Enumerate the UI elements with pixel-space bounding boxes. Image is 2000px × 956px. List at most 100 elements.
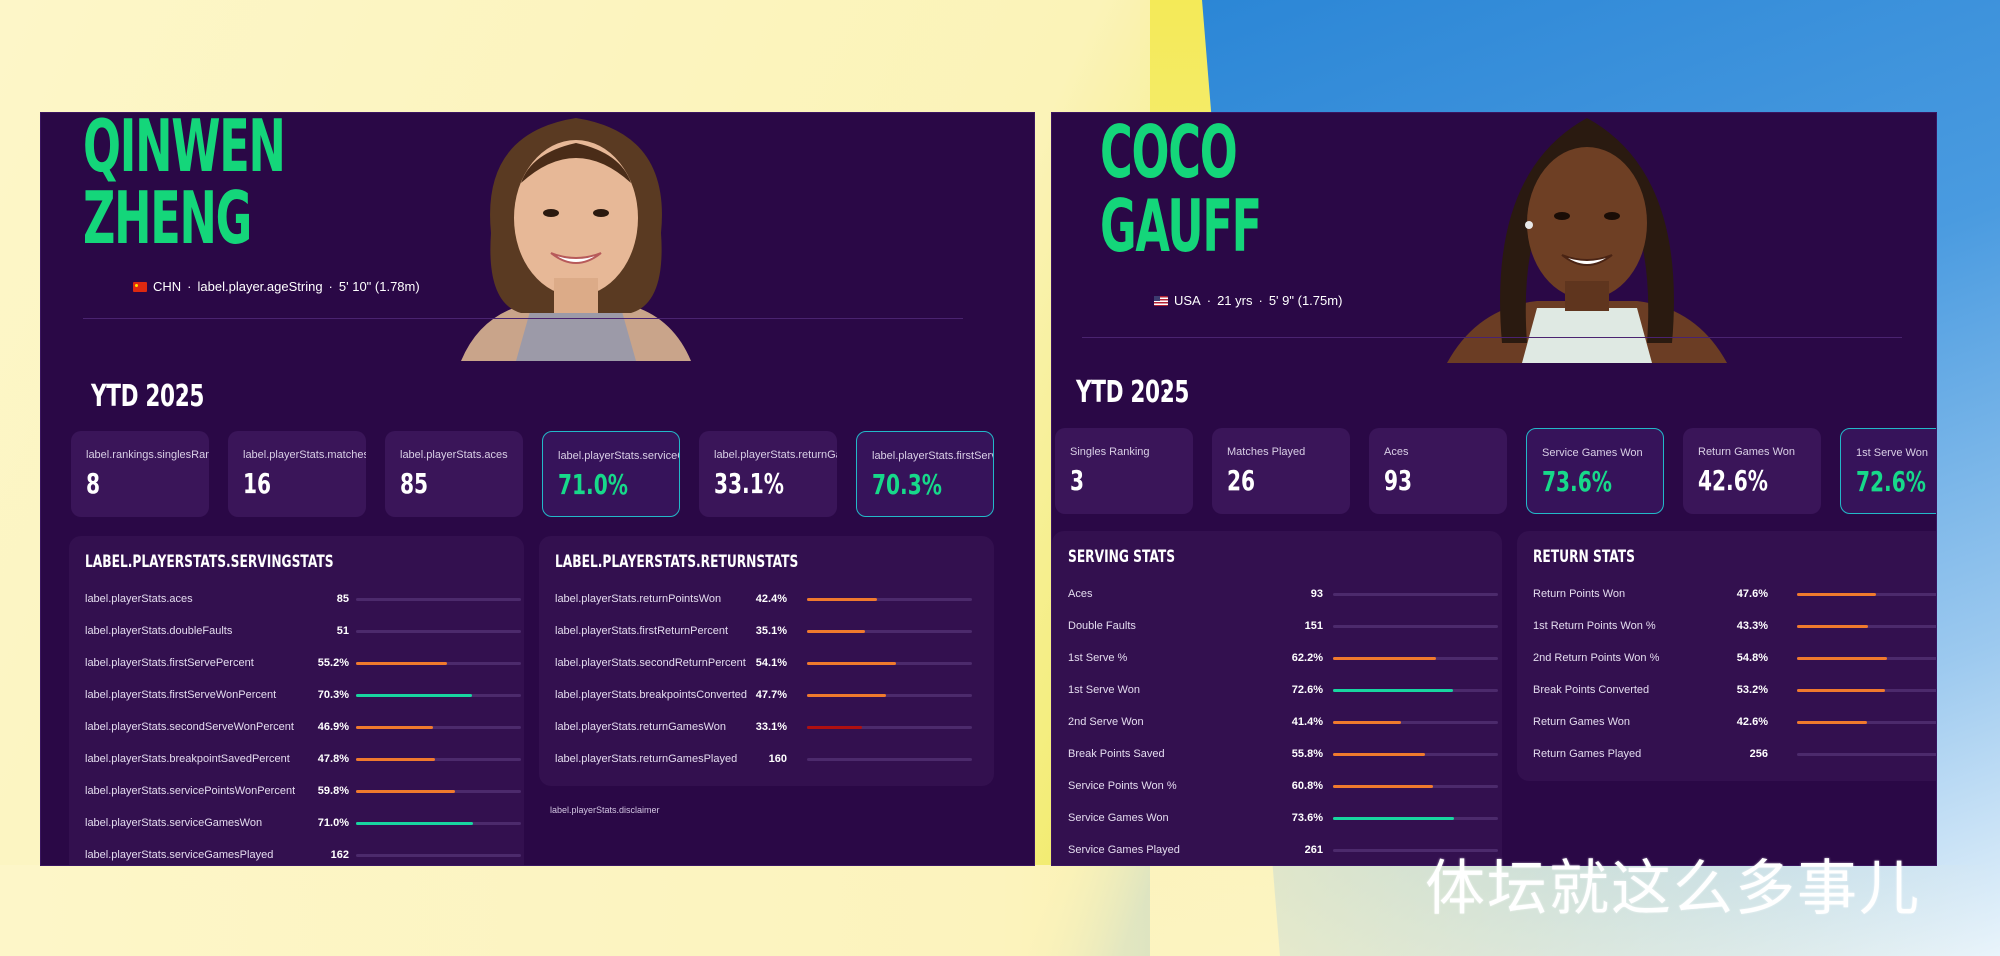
stat-card-label: Return Games Won (1698, 446, 1796, 458)
stat-row: 1st Serve % 62.2% (1068, 652, 1498, 672)
stat-row-value: 93 (1310, 588, 1323, 600)
stat-row-label: Double Faults (1068, 620, 1136, 632)
stat-bar-fill (1797, 593, 1876, 596)
return-stats-title: RETURN STATS (1533, 547, 1635, 567)
stat-bar-fill (356, 726, 433, 729)
stat-row-value: 71.0% (317, 817, 349, 829)
player-panel-zheng: QINWEN ZHENG CHN · label.player.ageStrin… (40, 112, 1035, 866)
stat-bar-track (1333, 785, 1498, 788)
stat-bar-track (1333, 593, 1498, 596)
stat-card: Matches Played 26 (1212, 428, 1350, 514)
stat-row-label: label.playerStats.firstServePercent (85, 657, 254, 669)
stat-row-value: 35.1% (755, 625, 787, 637)
ytd-selector-label[interactable]: YTD 2025 (91, 379, 205, 414)
stat-row-value: 42.6% (1736, 716, 1768, 728)
player-last-name: GAUFF (1100, 184, 1262, 268)
stat-bar-fill (356, 790, 455, 793)
chevron-down-icon[interactable] (181, 393, 185, 397)
stat-card-value: 85 (400, 467, 429, 500)
stat-bar-track (807, 662, 972, 665)
stat-row-value: 47.6% (1736, 588, 1768, 600)
return-stats-box: LABEL.PLAYERSTATS.RETURNSTATS label.play… (539, 536, 994, 786)
stat-row-label: label.playerStats.returnGamesWon (555, 721, 726, 733)
serving-stats-title: LABEL.PLAYERSTATS.SERVINGSTATS (85, 552, 334, 572)
stat-bar-track (1797, 689, 1936, 692)
stat-card-label: Matches Played (1227, 446, 1306, 458)
stat-row: label.playerStats.firstServeWonPercent 70… (85, 689, 521, 709)
header-divider (83, 318, 963, 319)
stat-bar-fill (356, 822, 473, 825)
stat-row-label: 1st Return Points Won % (1533, 620, 1656, 632)
stat-row-value: 62.2% (1291, 652, 1323, 664)
stat-bar-fill (807, 630, 865, 633)
separator-dot: · (1206, 293, 1212, 308)
stat-card: Service Games Won 73.6% (1526, 428, 1664, 514)
stat-row-value: 60.8% (1291, 780, 1323, 792)
stat-row-label: Return Games Played (1533, 748, 1642, 760)
stat-row-value: 42.4% (755, 593, 787, 605)
stat-bar-fill (1333, 721, 1401, 724)
stat-bar-track (356, 694, 521, 697)
stat-row: Break Points Saved 55.8% (1068, 748, 1498, 768)
stat-bar-fill (356, 662, 447, 665)
stat-card-value: 3 (1070, 464, 1085, 497)
stat-row-label: label.playerStats.breakpointsConverted (555, 689, 748, 701)
player-height: 5' 9" (1.75m) (1268, 293, 1343, 308)
stat-row-label: 2nd Return Points Won % (1533, 652, 1660, 664)
stat-card-value: 70.3% (872, 468, 942, 501)
stat-row: Aces 93 (1068, 588, 1498, 608)
stat-card-label: label.rankings.singlesRanking (86, 449, 209, 461)
stat-row-value: 55.8% (1291, 748, 1323, 760)
separator-dot: · (1258, 293, 1263, 308)
stat-bar-fill (1797, 625, 1868, 628)
player-portrait-image (461, 118, 691, 361)
stat-row-label: 2nd Serve Won (1068, 716, 1144, 728)
stat-row-label: label.playerStats.secondServeWonPercent (85, 721, 294, 733)
stat-card-label: 1st Serve Won (1856, 447, 1928, 459)
stat-row: label.playerStats.breakpointSavedPercent… (85, 753, 521, 773)
stat-card: label.playerStats.aces 85 (385, 431, 523, 517)
stat-row: 1st Return Points Won % 43.3% (1533, 620, 1936, 640)
player-panel-gauff: COCO GAUFF USA · 21 yrs · 5' 9" (1.75m) … (1051, 112, 1937, 866)
player-country: CHN (153, 279, 182, 294)
stat-bar-track (1333, 689, 1498, 692)
player-country: USA (1174, 293, 1201, 308)
player-height: 5' 10" (1.78m) (338, 279, 420, 294)
stats-disclaimer: label.playerStats.disclaimer (550, 805, 660, 815)
stat-bar-track (356, 854, 521, 857)
stat-row-value: 41.4% (1291, 716, 1323, 728)
player-first-name: COCO (1100, 112, 1238, 194)
stat-row-label: label.playerStats.returnPointsWon (555, 593, 722, 605)
stat-row: Return Games Played 256 (1533, 748, 1936, 768)
chevron-down-icon[interactable] (1164, 389, 1168, 393)
stat-bar-track (1797, 753, 1936, 756)
player-first-name: QINWEN (83, 112, 286, 188)
stat-bar-fill (1333, 657, 1436, 660)
stat-row-value: 256 (1749, 748, 1768, 760)
stat-row-label: 1st Serve Won (1068, 684, 1140, 696)
stat-row: 1st Serve Won 72.6% (1068, 684, 1498, 704)
player-portrait (421, 113, 731, 361)
stat-row-label: label.playerStats.serviceGamesPlayed (85, 849, 274, 861)
stat-row-value: 43.3% (1736, 620, 1768, 632)
stat-row-label: Service Points Won % (1068, 780, 1177, 792)
stat-row-label: Return Games Won (1533, 716, 1631, 728)
stat-bar-track (356, 662, 521, 665)
china-flag-icon (133, 281, 147, 292)
stat-row-label: label.playerStats.secondReturnPercent (555, 657, 746, 669)
stat-bar-fill (807, 726, 862, 729)
stat-bar-track (356, 726, 521, 729)
return-stats-title: LABEL.PLAYERSTATS.RETURNSTATS (555, 552, 799, 572)
stat-bar-fill (1797, 721, 1867, 724)
stat-row-value: 151 (1304, 620, 1323, 632)
stat-bar-fill (1333, 785, 1433, 788)
stat-row: Service Games Won 73.6% (1068, 812, 1498, 832)
ytd-selector-label[interactable]: YTD 2025 (1076, 375, 1190, 410)
stat-bar-track (1333, 721, 1498, 724)
stat-row: label.playerStats.returnGamesPlayed 160 (555, 753, 972, 773)
stat-row: label.playerStats.serviceGamesPlayed 162 (85, 849, 521, 865)
stat-bar-track (807, 630, 972, 633)
stat-card-value: 33.1% (714, 467, 784, 500)
stat-row-value: 33.1% (755, 721, 787, 733)
stat-card-label: label.playerStats.serviceGamesWon (558, 450, 679, 462)
